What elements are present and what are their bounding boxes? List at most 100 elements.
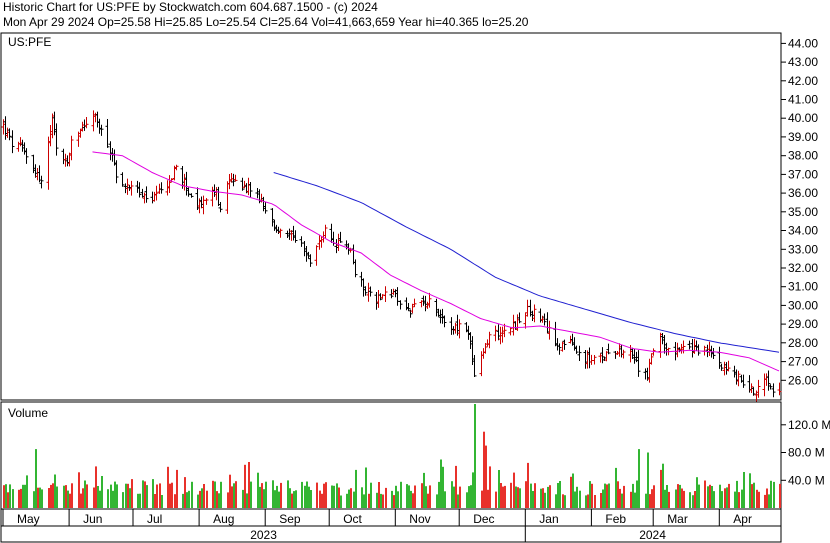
volume-bar: [304, 485, 306, 508]
volume-bar: [216, 491, 218, 508]
volume-bar: [5, 484, 7, 508]
ohlc-bar: [174, 164, 179, 171]
volume-bar: [78, 472, 80, 508]
volume-bar: [668, 491, 670, 508]
volume-bar: [570, 476, 572, 508]
volume-bar: [534, 483, 536, 508]
volume-bar: [139, 493, 141, 508]
ohlc-bar: [154, 185, 159, 201]
ohlc-bar: [140, 188, 145, 198]
volume-bar: [721, 491, 723, 508]
month-tick-label: Nov: [409, 512, 430, 526]
volume-bar: [638, 449, 640, 508]
volume-bar: [425, 486, 427, 508]
volume-bar: [127, 483, 129, 508]
volume-bar: [107, 489, 109, 508]
price-tick-label: 41.00: [788, 93, 818, 107]
ohlc-bar: [302, 241, 307, 257]
volume-bar: [594, 495, 596, 508]
volume-bar: [391, 490, 393, 508]
ohlc-bar: [95, 111, 100, 128]
month-tick-label: Mar: [667, 512, 688, 526]
volume-bar: [408, 485, 410, 508]
ohlc-bar: [538, 308, 543, 323]
ohlc-bar: [5, 127, 10, 138]
ohlc-bar: [289, 230, 294, 241]
ohlc-bar: [285, 230, 290, 238]
volume-bar: [261, 483, 263, 508]
year-label: 2024: [639, 528, 666, 542]
ohlc-bar: [636, 350, 641, 377]
ohlc-bar: [225, 181, 230, 214]
volume-bar: [110, 484, 112, 508]
volume-bar: [647, 452, 649, 508]
volume-bar: [662, 463, 664, 508]
ohlc-bar: [756, 379, 761, 398]
ohlc-bar: [606, 343, 611, 355]
volume-bar: [589, 481, 591, 508]
ohlc-bar: [487, 331, 492, 349]
ohlc-bar: [233, 174, 238, 182]
volume-y-axis: 40.0 M 80.0 M 120.0 M: [781, 418, 830, 487]
ohlc-bar: [76, 131, 81, 147]
ohlc-bar: [329, 223, 334, 243]
volume-bar: [368, 493, 370, 508]
price-bars: [1, 110, 782, 402]
ohlc-bar: [351, 244, 356, 265]
volume-bar: [591, 483, 593, 508]
ohlc-bar: [562, 339, 567, 350]
ohlc-bar: [91, 110, 96, 132]
ohlc-bar: [299, 236, 304, 247]
ohlc-bar: [583, 350, 588, 369]
ohlc-bar: [762, 373, 767, 397]
volume-bar: [201, 488, 203, 508]
volume-bar: [82, 488, 84, 508]
ohlc-bar: [647, 358, 652, 383]
ohlc-bar: [395, 287, 400, 306]
ohlc-bar: [511, 314, 516, 336]
volume-bar: [176, 469, 178, 508]
ohlc-bar: [528, 299, 533, 317]
ohlc-bar: [724, 362, 729, 375]
volume-bar: [470, 485, 472, 508]
ohlc-bar: [214, 187, 219, 201]
month-tick-label: Feb: [605, 512, 626, 526]
volume-bar: [235, 481, 237, 508]
ohlc-bar: [255, 188, 260, 199]
volume-bar: [634, 492, 636, 508]
volume-bar: [248, 462, 250, 508]
volume-bar: [694, 491, 696, 508]
year-label: 2023: [250, 528, 277, 542]
ohlc-bar: [553, 321, 558, 347]
ohlc-bar: [423, 295, 428, 312]
volume-bar: [385, 487, 387, 508]
volume-bar: [453, 486, 455, 508]
price-tick-label: 40.00: [788, 111, 818, 125]
price-tick-label: 29.00: [788, 317, 818, 331]
ohlc-bar: [587, 347, 592, 369]
ohlc-bar: [150, 191, 155, 204]
volume-bar: [54, 474, 56, 508]
price-tick-label: 39.00: [788, 130, 818, 144]
volume-bar: [472, 472, 474, 508]
ohlc-bar: [440, 308, 445, 324]
ohlc-bar: [651, 348, 656, 356]
month-tick-label: Dec: [473, 512, 494, 526]
ohlc-bar: [24, 148, 29, 164]
month-tick-label: Oct: [343, 512, 362, 526]
volume-bar: [321, 493, 323, 508]
volume-bar: [549, 485, 551, 508]
ohlc-bar: [547, 320, 552, 340]
ohlc-bar: [470, 336, 475, 365]
volume-bar: [689, 492, 691, 508]
price-tick-label: 32.00: [788, 261, 818, 275]
ohlc-bar: [500, 326, 505, 343]
volume-bar: [500, 483, 502, 508]
ohlc-bar: [7, 128, 12, 141]
ohlc-bar: [485, 339, 490, 347]
price-tick-label: 37.00: [788, 167, 818, 181]
ohlc-bar: [246, 177, 251, 196]
volume-bar: [532, 491, 534, 508]
volume-bar: [623, 485, 625, 508]
volume-bar: [363, 494, 365, 508]
